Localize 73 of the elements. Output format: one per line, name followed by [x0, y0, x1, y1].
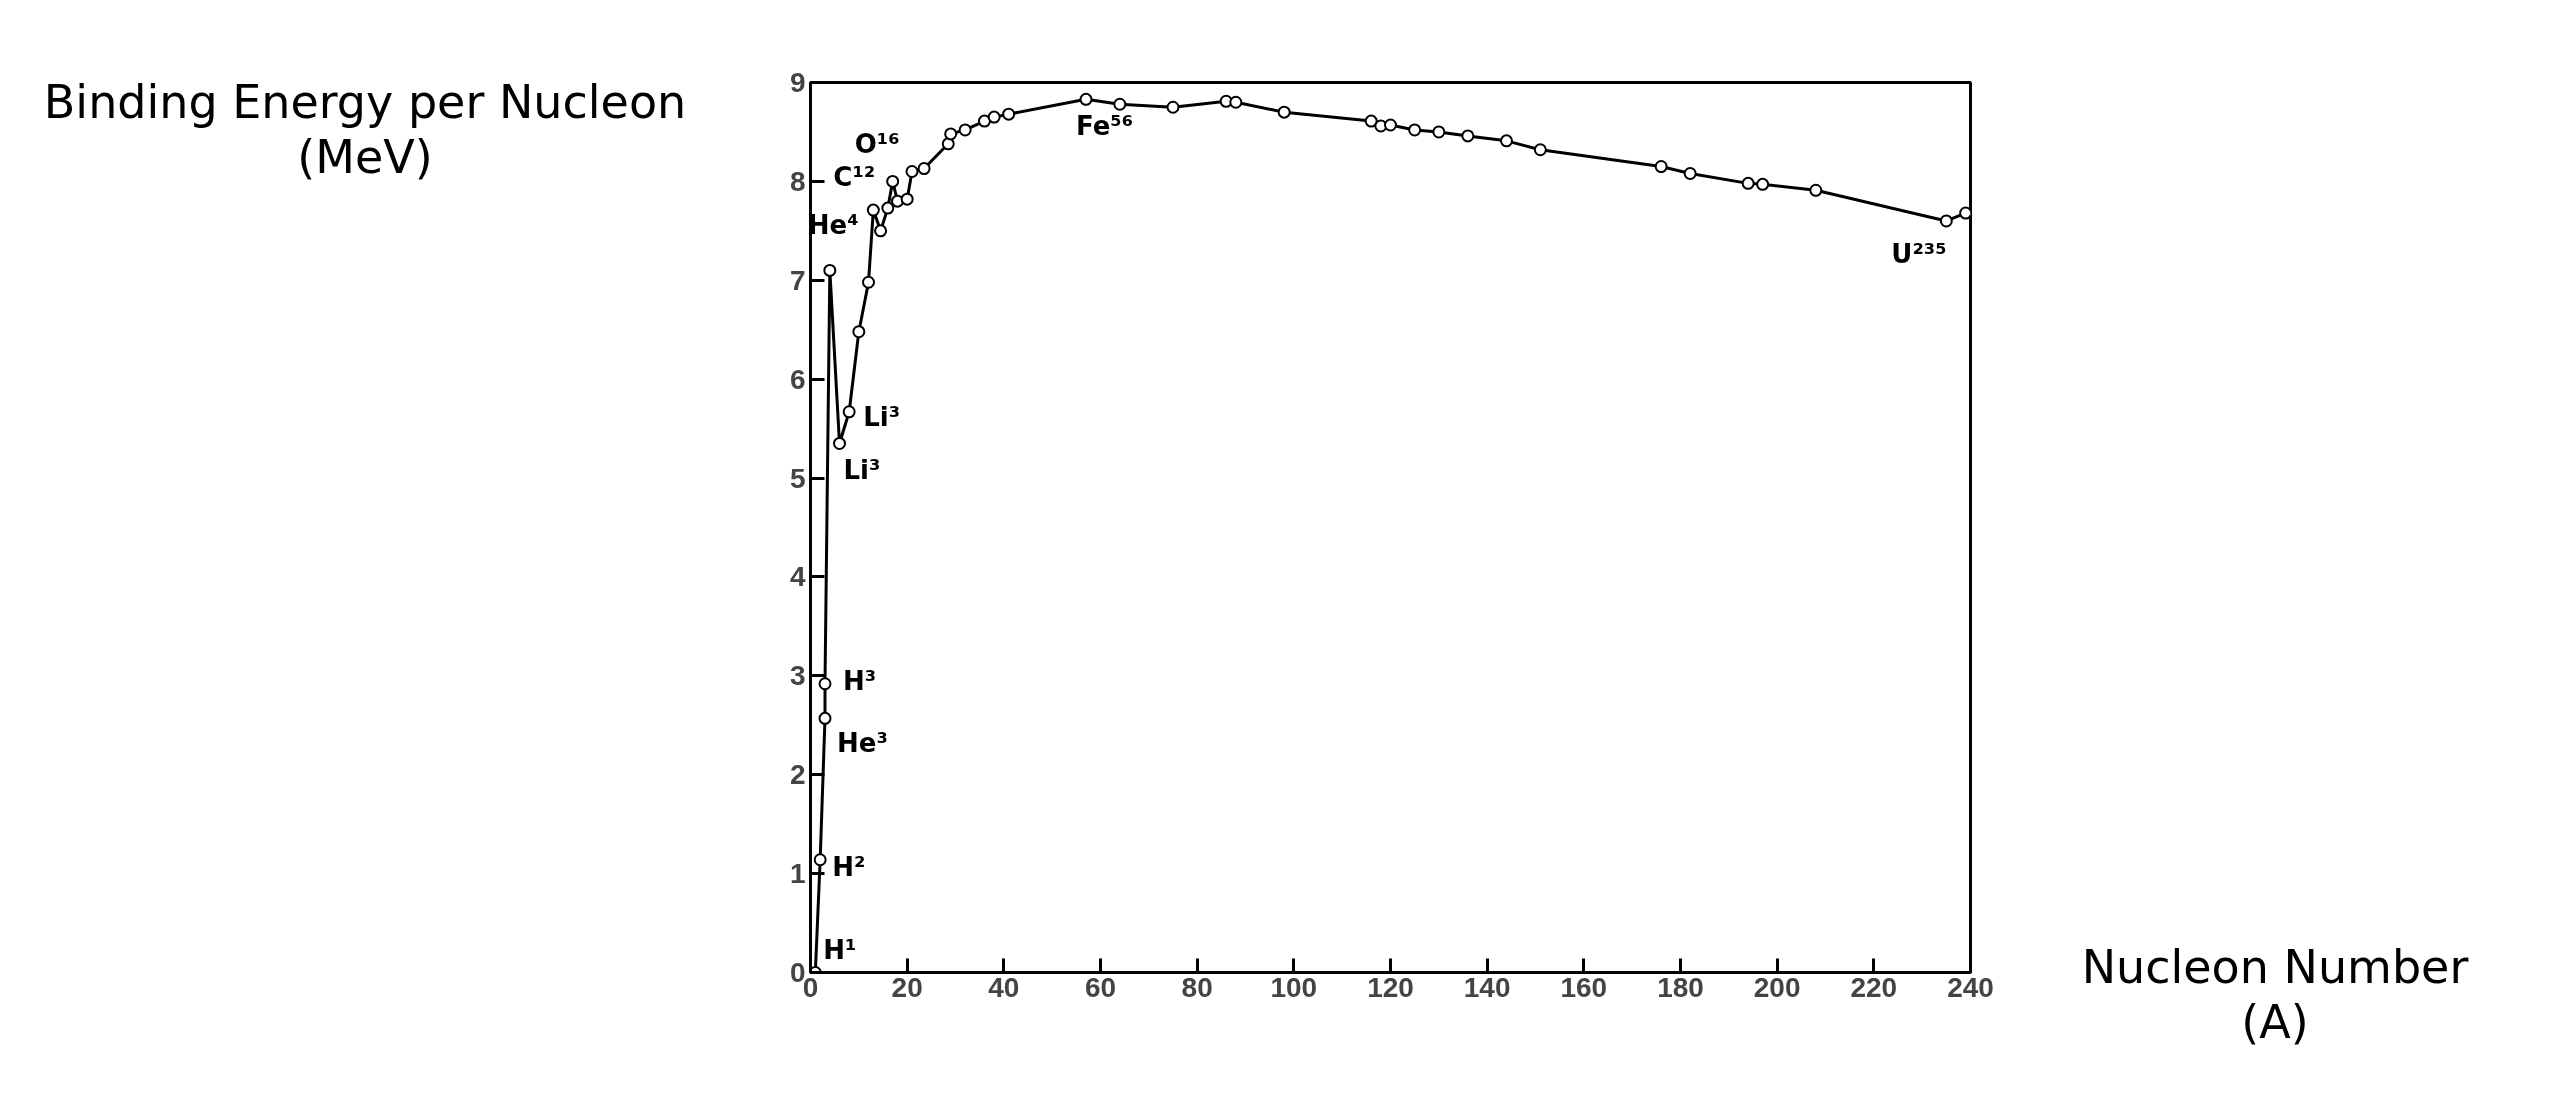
point — [1277, 105, 1291, 119]
y-tick-label: 4 — [789, 561, 806, 593]
x-tick-label: 200 — [1753, 971, 1801, 1003]
point — [866, 203, 880, 217]
annotation: O¹⁶ — [854, 129, 900, 160]
point — [1741, 176, 1755, 190]
annotation: H² — [832, 851, 866, 882]
point — [1500, 134, 1513, 148]
point — [881, 201, 895, 215]
y-tick-label: 9 — [789, 67, 806, 98]
x-tick-label: 160 — [1560, 971, 1608, 1003]
point — [917, 162, 931, 176]
y-tick-label: 3 — [789, 660, 806, 692]
annotation: U²³⁵ — [1891, 238, 1947, 269]
point — [1002, 107, 1016, 121]
point — [1079, 92, 1093, 106]
y-tick-label: 7 — [789, 264, 806, 296]
point — [1408, 123, 1422, 137]
x-tick-label: 60 — [1084, 971, 1117, 1003]
annotation: Li³ — [843, 455, 881, 486]
point — [1229, 95, 1243, 109]
point — [842, 405, 856, 419]
point — [862, 275, 875, 289]
point — [833, 436, 846, 450]
annotation: Fe⁵⁶ — [1076, 111, 1134, 142]
point — [813, 853, 827, 867]
x-tick-label: 80 — [1181, 971, 1213, 1003]
y-tick-label: 8 — [789, 165, 806, 197]
annotation: H¹ — [823, 934, 857, 965]
point — [900, 192, 914, 206]
point — [852, 325, 866, 339]
annotation: He³ — [837, 728, 888, 759]
x-tick-label: 220 — [1850, 971, 1898, 1003]
point — [818, 711, 832, 725]
annotation: Li³ — [863, 401, 901, 432]
point — [823, 263, 837, 277]
point — [1432, 125, 1446, 139]
y-tick-label: 5 — [789, 462, 806, 494]
point — [941, 137, 955, 151]
point — [886, 174, 900, 188]
annotation: C¹² — [833, 162, 876, 193]
point — [978, 114, 991, 128]
y-tick-label: 1 — [789, 858, 806, 890]
x-tick-label: 20 — [891, 971, 923, 1003]
point — [1461, 129, 1475, 143]
point — [958, 123, 972, 137]
x-tick-label: 140 — [1463, 971, 1511, 1003]
point — [1166, 100, 1180, 114]
point — [1683, 166, 1697, 180]
point — [1533, 143, 1547, 157]
point — [1113, 97, 1127, 111]
point — [905, 165, 919, 178]
y-tick-label: 2 — [789, 759, 806, 791]
x-tick-label: 120 — [1367, 971, 1414, 1003]
point — [1939, 214, 1953, 228]
x-tick-label: 180 — [1657, 971, 1704, 1003]
point — [944, 127, 958, 141]
x-tick-label: 100 — [1270, 971, 1318, 1003]
point — [1654, 160, 1668, 174]
annotation: H³ — [843, 665, 877, 696]
x-axis-title: Nucleon Number (A) — [2081, 940, 2469, 1051]
y-axis-title: Binding Energy per Nucleon (MeV) — [43, 75, 687, 186]
point — [1384, 118, 1397, 132]
x-tick-label: 40 — [988, 971, 1020, 1003]
x-tick-label: 240 — [1947, 971, 1994, 1003]
point — [1756, 177, 1770, 191]
point — [1959, 206, 1971, 220]
point — [1809, 183, 1823, 197]
point — [987, 110, 1001, 124]
point — [874, 224, 888, 238]
point — [818, 677, 832, 691]
point — [1364, 114, 1378, 128]
y-tick-label: 6 — [789, 363, 806, 395]
